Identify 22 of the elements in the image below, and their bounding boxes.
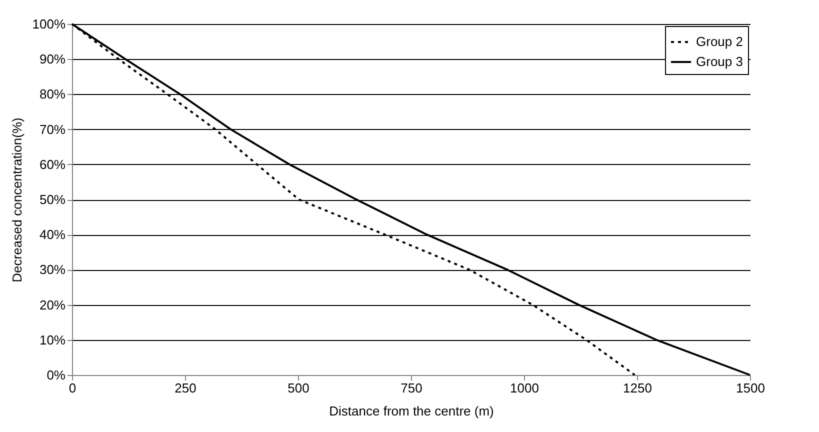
x-tick-label: 1000 [510,380,539,396]
y-tick-label: 70% [39,122,66,137]
y-tick-label: 0% [46,368,66,382]
y-tick-label: 40% [39,227,66,242]
y-tick-label: 50% [39,192,66,207]
legend-label: Group 2 [696,34,743,49]
y-tick-label: 60% [39,156,66,172]
x-tick-label: 750 [400,380,422,396]
x-tick-label: 1250 [623,380,652,396]
x-tick-label: 250 [174,380,196,396]
y-tick-label: 10% [39,332,66,348]
x-tick-label: 0 [68,380,76,396]
y-tick-label: 20% [39,297,66,312]
y-axis-title: Decreased concentration(%) [9,118,24,282]
x-tick-label: 1500 [736,380,765,396]
y-tick-label: 30% [39,262,66,278]
y-tick-label: 90% [39,52,66,67]
y-tick-label: 100% [32,16,66,32]
y-tick-label: 80% [39,86,66,102]
x-axis-title: Distance from the centre (m) [329,404,494,418]
x-tick-label: 500 [288,380,310,396]
legend-label: Group 3 [696,54,743,69]
